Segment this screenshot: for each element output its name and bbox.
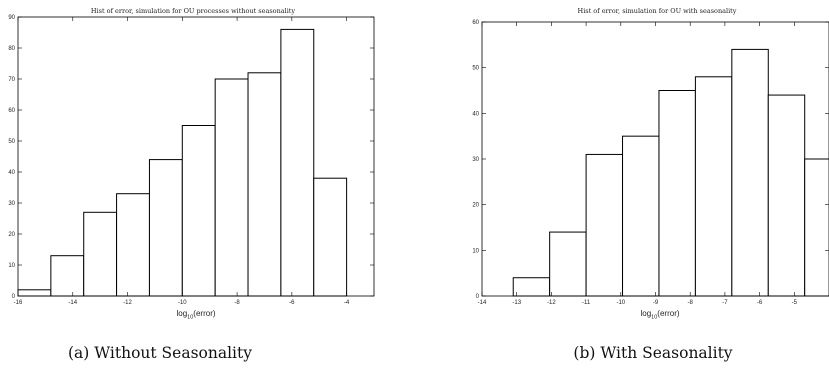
x-tick-label: -11	[582, 300, 591, 306]
x-tick-label: -12	[547, 300, 556, 306]
histogram-bar	[50, 255, 85, 297]
histogram-bar	[83, 211, 118, 297]
x-tick-label: -6	[757, 300, 763, 306]
x-ticks: -16 -14 -12 -10 -8 -6 -4	[14, 17, 350, 306]
y-tick-label: 90	[8, 15, 15, 21]
y-tick-label: 30	[8, 201, 15, 207]
x-tick-label: -14	[478, 300, 487, 306]
y-tick-label: 80	[8, 46, 15, 52]
histogram-bar	[767, 94, 806, 297]
chart-panel-without-seasonality: Hist of error, simulation for OU process…	[8, 7, 375, 362]
x-tick-label: -9	[653, 300, 659, 306]
x-axis-label: log10(error)	[640, 309, 679, 321]
y-tick-label: 10	[472, 248, 479, 254]
figure-caption: (b) With Seasonality	[573, 344, 732, 362]
y-tick-label: 50	[472, 66, 479, 72]
chart-panel-with-seasonality: Hist of error, simulation for OU with se…	[472, 7, 829, 362]
x-tick-label: -6	[289, 300, 295, 306]
y-tick-label: 0	[12, 294, 16, 300]
x-tick-label: -14	[68, 300, 77, 306]
histogram-bar	[804, 158, 829, 297]
figure-caption: (a) Without Seasonality	[68, 344, 252, 362]
y-tick-label: 60	[8, 108, 15, 114]
x-tick-label: -8	[234, 300, 240, 306]
histogram-bar	[512, 277, 551, 297]
histogram-bar	[694, 76, 733, 297]
x-tick-label: -10	[616, 300, 625, 306]
y-tick-label: 50	[8, 139, 15, 145]
x-tick-label: -13	[512, 300, 521, 306]
x-tick-label: -16	[14, 300, 23, 306]
y-tick-label: 20	[8, 232, 15, 238]
histogram-bar	[17, 289, 52, 297]
y-tick-label: 40	[8, 170, 15, 176]
y-tick-label: 40	[472, 111, 479, 117]
y-tick-label: 60	[472, 20, 479, 26]
y-tick-label: 70	[8, 77, 15, 83]
histogram-bar	[658, 90, 696, 297]
x-tick-label: -7	[722, 300, 728, 306]
x-tick-label: -10	[178, 300, 187, 306]
bar-group	[17, 28, 348, 297]
histogram-bar	[148, 159, 183, 297]
axes-frame	[17, 16, 375, 297]
histogram-bar	[549, 231, 587, 297]
histogram-bar	[214, 78, 249, 297]
x-tick-label: -5	[792, 300, 798, 306]
y-ticks: 0 10 20 30 40 50 60	[472, 20, 829, 300]
x-tick-label: -4	[344, 300, 350, 306]
histogram-bar	[731, 48, 769, 297]
y-ticks: 0 10 20 30 40 50 60 70 80 90	[8, 15, 374, 300]
bar-group	[512, 48, 829, 297]
histogram-bar	[116, 193, 150, 297]
histogram-bar	[280, 28, 315, 297]
y-tick-label: 10	[8, 263, 15, 269]
histogram-bar	[313, 177, 348, 297]
y-tick-label: 30	[472, 157, 479, 163]
chart-title: Hist of error, simulation for OU process…	[91, 7, 296, 15]
x-axis-label: log10(error)	[176, 309, 215, 321]
histogram-bar	[181, 125, 216, 297]
x-tick-label: -12	[123, 300, 132, 306]
histogram-bar	[585, 153, 624, 297]
histogram-bar	[622, 135, 660, 297]
y-tick-label: 20	[472, 203, 479, 209]
x-ticks: -14 -13 -12 -11 -10 -9 -8 -7 -6 -5	[478, 22, 798, 306]
x-tick-label: -8	[688, 300, 694, 306]
y-tick-label: 0	[476, 294, 480, 300]
histogram-bar	[247, 72, 282, 297]
chart-title: Hist of error, simulation for OU with se…	[578, 7, 737, 15]
